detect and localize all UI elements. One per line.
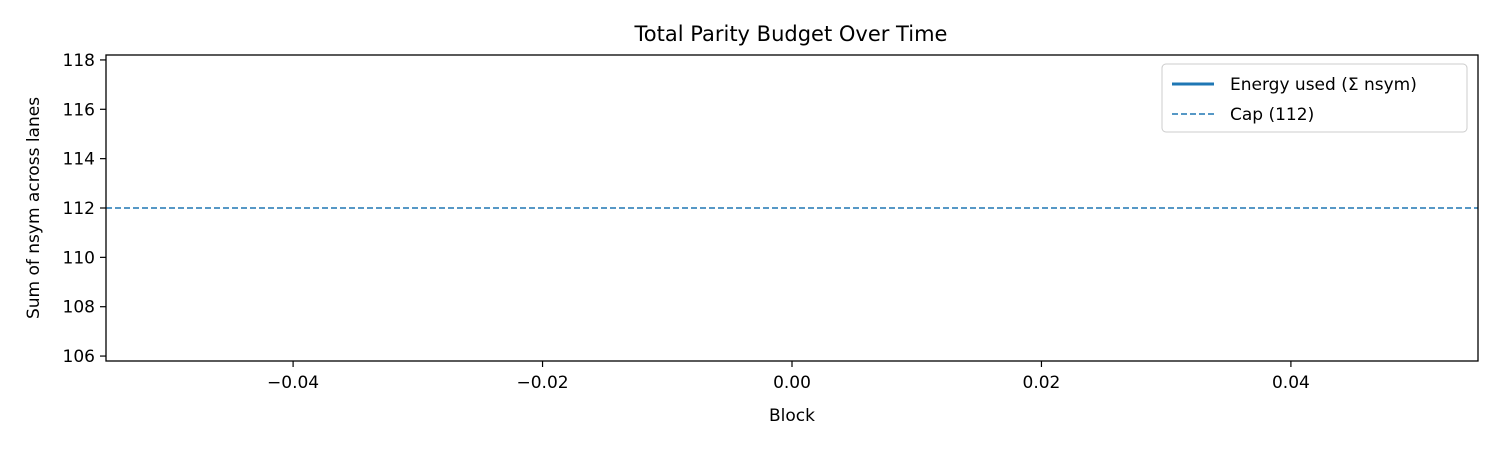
x-tick-label: 0.00 xyxy=(773,373,811,393)
y-tick-label: 114 xyxy=(63,150,95,170)
legend-box xyxy=(1161,63,1468,133)
y-axis-ticks: 106 108 110 112 114 116 118 xyxy=(63,51,106,367)
legend-label-energy: Energy used (Σ nsym) xyxy=(1230,75,1417,95)
y-tick-label: 118 xyxy=(63,51,95,71)
x-axis-label: Block xyxy=(769,406,815,426)
y-tick-label: 110 xyxy=(63,248,95,268)
x-tick-label: 0.02 xyxy=(1023,373,1061,393)
y-axis-label: Sum of nsym across lanes xyxy=(24,97,44,319)
x-tick-label: −0.04 xyxy=(267,373,319,393)
x-tick-label: 0.04 xyxy=(1272,373,1310,393)
chart-title: Total Parity Budget Over Time xyxy=(634,22,948,46)
y-tick-label: 108 xyxy=(63,298,95,318)
legend: Energy used (Σ nsym) Cap (112) xyxy=(1161,63,1468,133)
y-tick-label: 112 xyxy=(63,199,95,219)
x-tick-label: −0.02 xyxy=(516,373,568,393)
y-tick-label: 116 xyxy=(63,100,95,120)
x-axis-ticks: −0.04 −0.02 0.00 0.02 0.04 xyxy=(267,361,1310,393)
y-tick-label: 106 xyxy=(63,347,95,367)
legend-label-cap: Cap (112) xyxy=(1230,105,1314,125)
